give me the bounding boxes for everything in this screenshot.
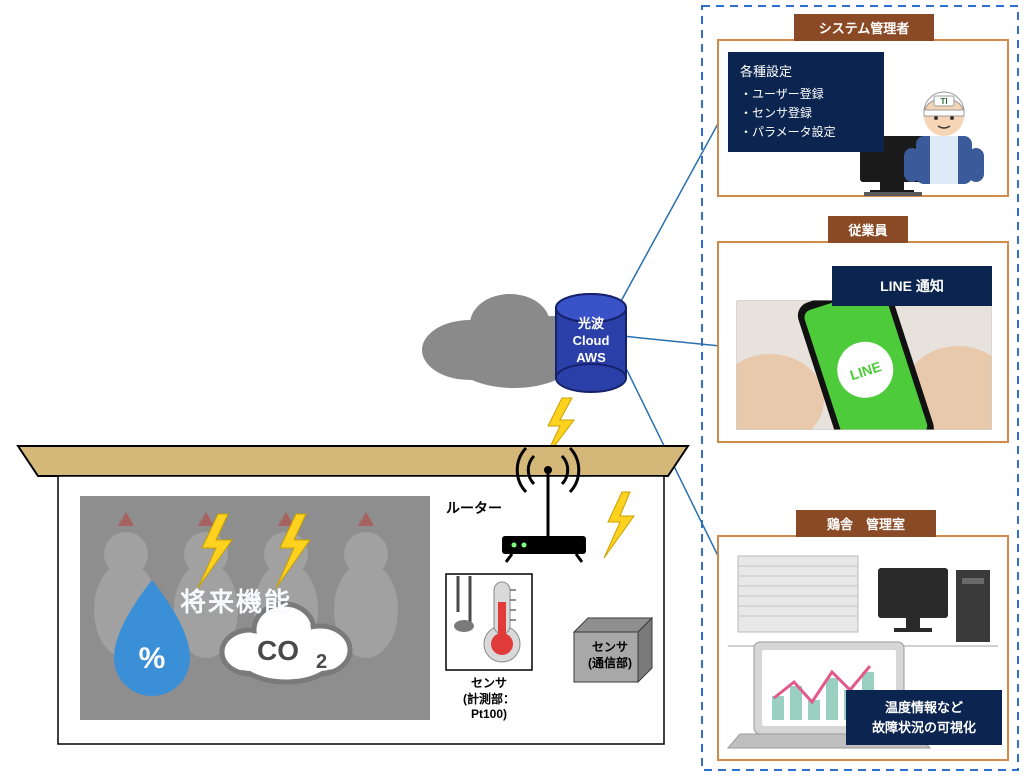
sensor-measure-l1: センサ	[440, 676, 538, 692]
router-label: ルーター	[446, 498, 502, 518]
sensor-measure-label: センサ (計測部： Pt100)	[440, 676, 538, 723]
cloud-label-l3: AWS	[556, 350, 626, 367]
admin-title: システム管理者	[794, 14, 934, 41]
co2-text: CO	[257, 635, 299, 666]
sensor-measure-box	[446, 574, 532, 670]
sensor-measure-l2: (計測部：	[440, 692, 538, 708]
helmet-label: TI	[940, 97, 947, 106]
sensor-comm-label: センサ (通信部)	[576, 640, 644, 671]
mgmt-caption-l1: 温度情報など	[850, 698, 998, 718]
sensor-comm-l2: (通信部)	[576, 656, 644, 672]
cloud-db-label: 光波 Cloud AWS	[556, 316, 626, 367]
cloud-label-l2: Cloud	[556, 333, 626, 350]
co2-sub: 2	[316, 651, 327, 673]
sensor-comm-l1: センサ	[576, 640, 644, 656]
employee-title: 従業員	[828, 216, 908, 243]
building-roof	[18, 446, 688, 476]
sensor-measure-l3: Pt100)	[440, 707, 538, 723]
admin-settings-item: ・センサ登録	[740, 104, 872, 123]
admin-settings-title: 各種設定	[740, 62, 872, 83]
humidity-pct: %	[139, 642, 166, 675]
mgmt-title: 鶏舎 管理室	[796, 510, 936, 537]
future-feature-label: 将来機能	[180, 582, 292, 619]
admin-settings-item: ・ユーザー登録	[740, 85, 872, 104]
admin-settings-box: 各種設定 ・ユーザー登録 ・センサ登録 ・パラメータ設定	[728, 52, 884, 152]
mgmt-caption: 温度情報など 故障状況の可視化	[846, 690, 1002, 745]
line-badge: LINE 通知	[832, 266, 992, 306]
mgmt-caption-l2: 故障状況の可視化	[850, 718, 998, 738]
admin-settings-item: ・パラメータ設定	[740, 123, 872, 142]
cloud-label-l1: 光波	[556, 316, 626, 333]
